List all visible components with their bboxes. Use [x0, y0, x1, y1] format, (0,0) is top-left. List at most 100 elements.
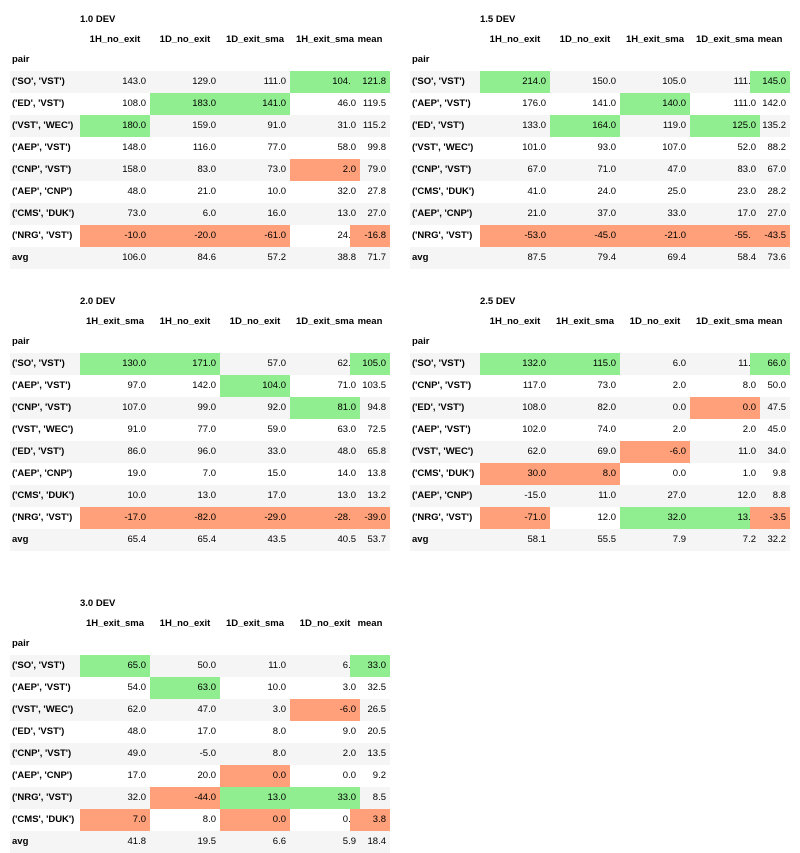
value-cell: -15.0: [524, 490, 546, 501]
value-cell: 50.0: [197, 660, 217, 671]
value-cell: 17.0: [197, 726, 217, 737]
column-header: 1H_no_exit: [489, 316, 541, 327]
value-cell: 77.0: [267, 142, 287, 153]
pair-label: ('CMS', 'DUK'): [412, 186, 475, 197]
value-cell: 8.0: [202, 814, 216, 825]
value-cell: 6.6: [272, 836, 286, 847]
column-header: mean: [757, 316, 783, 327]
pair-label: avg: [12, 534, 29, 545]
table-title: 1.5 DEV: [480, 14, 516, 25]
mean-cell: 33.0: [350, 655, 390, 677]
index-name: pair: [412, 336, 430, 347]
table-row: ('AEP', 'VST') 97.0 142.0 104.0 71.0 103.5: [10, 375, 390, 397]
pair-label: ('VST', 'WEC'): [12, 424, 74, 435]
table-row: ('NRG', 'VST') 32.0 -44.0 13.0 33.0 8.5: [10, 787, 390, 809]
value-cell: 81.0: [290, 397, 360, 419]
value-cell: 116.0: [192, 142, 216, 153]
column-header: 1H_exit_sma: [85, 316, 145, 327]
avg-row: avg 58.1 55.5 7.9 7.2 32.2: [410, 529, 790, 551]
value-cell: 17.0: [737, 208, 757, 219]
value-cell: 57.2: [267, 252, 287, 263]
pair-label: ('VST', 'WEC'): [12, 120, 74, 131]
value-cell: 7.9: [672, 534, 686, 545]
pair-label: ('AEP', 'VST'): [412, 98, 471, 109]
pair-label: ('AEP', 'CNP'): [412, 490, 473, 501]
value-cell: 158.0: [122, 164, 146, 175]
value-cell: 93.0: [597, 142, 617, 153]
value-cell: 0.0: [220, 765, 290, 787]
value-cell: 148.0: [122, 142, 146, 153]
value-cell: 24.0: [337, 230, 357, 241]
value-cell: 40.5: [337, 534, 357, 545]
value-cell: 125.0: [690, 115, 760, 137]
mean-cell: 121.8: [350, 71, 390, 93]
table-row: ('ED', 'VST') 108.0 183.0 141.0 46.0 119.5: [10, 93, 390, 115]
value-cell: 0.0: [672, 402, 686, 413]
table-row: ('AEP', 'CNP') 21.0 37.0 33.0 17.0 27.0: [410, 203, 790, 225]
avg-row: avg 87.5 79.4 69.4 58.4 73.6: [410, 247, 790, 269]
table-row: ('ED', 'VST') 86.0 96.0 33.0 48.0 65.8: [10, 441, 390, 463]
value-cell: 17.0: [127, 770, 147, 781]
mean-cell: 103.5: [362, 380, 386, 391]
mean-cell: 27.0: [767, 208, 787, 219]
value-cell: -6.0: [620, 441, 690, 463]
column-header: 1H_exit_sma: [85, 618, 145, 629]
column-header: 1D_exit_sma: [695, 34, 755, 45]
value-cell: 25.0: [667, 186, 687, 197]
value-cell: 6.0: [672, 358, 686, 369]
value-cell: 11.0: [598, 490, 616, 501]
pair-label: ('AEP', 'CNP'): [12, 468, 73, 479]
pair-label: ('CNP', 'VST'): [12, 164, 72, 175]
value-cell: -28.0: [290, 507, 360, 529]
value-cell: 58.0: [337, 142, 357, 153]
value-cell: 8.0: [742, 380, 756, 391]
pair-label: ('CNP', 'VST'): [12, 748, 72, 759]
mean-cell: 9.2: [372, 770, 386, 781]
value-cell: 8.0: [272, 748, 286, 759]
value-cell: -44.0: [150, 787, 220, 809]
table-row: ('NRG', 'VST') -71.0 12.0 32.0 13.0 -3.5: [410, 507, 790, 529]
value-cell: 87.5: [527, 252, 547, 263]
mean-cell: 105.0: [350, 353, 390, 375]
value-cell: 58.1: [527, 534, 547, 545]
mean-cell: -43.5: [750, 225, 790, 247]
value-cell: 14.0: [337, 468, 357, 479]
value-cell: -10.0: [80, 225, 150, 247]
mean-cell: 20.5: [367, 726, 387, 737]
value-cell: -61.0: [220, 225, 290, 247]
value-cell: 16.0: [267, 208, 287, 219]
value-cell: 67.0: [527, 164, 547, 175]
table-row: ('SO', 'VST') 132.0 115.0 6.0 11.0 66.0: [410, 353, 790, 375]
value-cell: 73.0: [127, 208, 147, 219]
mean-cell: 145.0: [750, 71, 790, 93]
table-row: ('AEP', 'CNP') 48.0 21.0 10.0 32.0 27.8: [10, 181, 390, 203]
mean-cell: 28.2: [767, 186, 787, 197]
value-cell: 63.0: [337, 424, 357, 435]
table-title: 1.0 DEV: [80, 14, 116, 25]
value-cell: 69.4: [667, 252, 687, 263]
index-header: pair: [10, 638, 390, 656]
pair-label: avg: [12, 252, 29, 263]
value-cell: 150.0: [592, 76, 616, 87]
mean-cell: 27.8: [367, 186, 387, 197]
pair-label: ('CMS', 'DUK'): [412, 468, 475, 479]
column-header-row: 1H_exit_sma 1H_no_exit 1D_no_exit 1D_exit_s…: [10, 316, 390, 332]
value-cell: -53.0: [480, 225, 550, 247]
table-row: ('SO', 'VST') 65.0 50.0 11.0 6.033.0: [10, 655, 390, 677]
value-cell: 13.0: [197, 490, 217, 501]
mean-cell: -16.8: [350, 225, 390, 247]
value-cell: 91.0: [127, 424, 147, 435]
table-row: ('CNP', 'VST') 67.0 71.0 47.0 83.0 67.0: [410, 159, 790, 181]
value-cell: 111.0: [733, 98, 756, 109]
column-header: 1H_no_exit: [89, 34, 141, 45]
value-cell: 62.0: [527, 446, 547, 457]
value-cell: 1.0: [742, 468, 756, 479]
value-cell: 30.0: [480, 463, 550, 485]
table-title: 2.0 DEV: [80, 296, 116, 307]
mean-cell: 53.7: [367, 534, 387, 545]
mean-cell: 13.8: [367, 468, 387, 479]
value-cell: 101.0: [522, 142, 546, 153]
mean-cell: 88.2: [767, 142, 787, 153]
mean-cell: 27.0: [367, 208, 387, 219]
value-cell: 58.4: [737, 252, 757, 263]
